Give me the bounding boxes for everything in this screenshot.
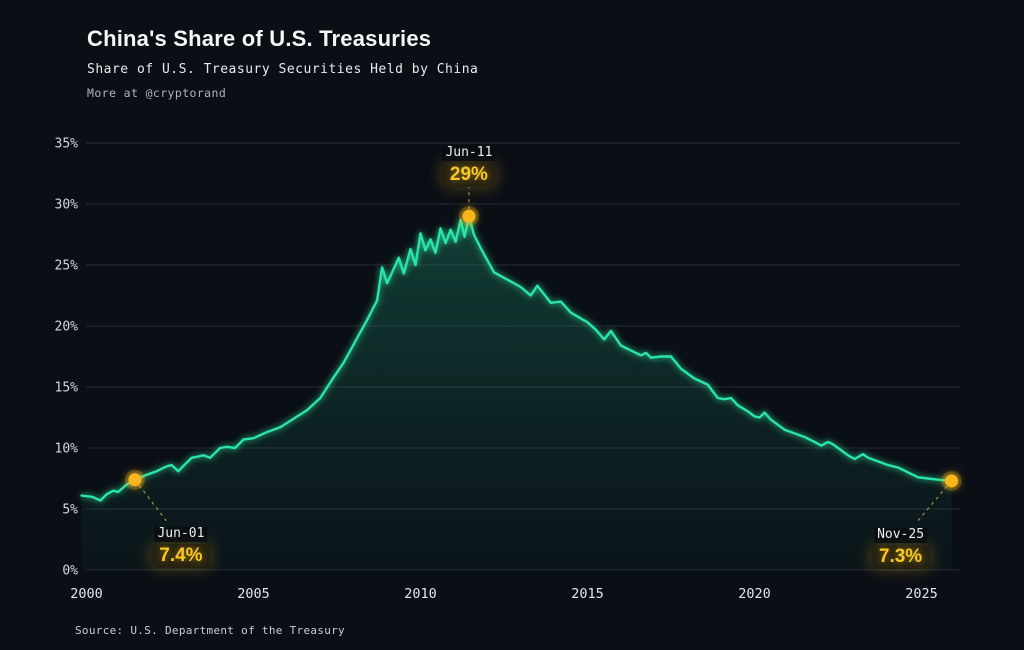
annotation-dot <box>945 474 959 488</box>
y-tick-label: 20% <box>55 320 79 335</box>
y-tick-label: 15% <box>55 381 79 396</box>
y-tick-label: 5% <box>62 503 78 518</box>
x-tick-label: 2020 <box>738 586 771 602</box>
chart-subtitle: Share of U.S. Treasury Securities Held b… <box>87 62 479 77</box>
trend-line <box>80 214 953 502</box>
area-fill <box>81 216 952 570</box>
chart-title: China's Share of U.S. Treasuries <box>87 26 432 51</box>
source-note: Source: U.S. Department of the Treasury <box>75 624 345 637</box>
annotation-connector <box>134 479 167 522</box>
annotation-connector <box>916 480 953 523</box>
x-tick-label: 2005 <box>237 586 270 602</box>
y-tick-label: 25% <box>55 259 79 274</box>
annotation-dot <box>462 209 476 223</box>
annotation-dot <box>128 473 142 487</box>
y-tick-label: 0% <box>62 564 78 579</box>
y-tick-label: 30% <box>55 198 79 213</box>
chart-header: China's Share of U.S. Treasuries Share o… <box>87 26 478 100</box>
x-tick-label: 2025 <box>905 586 938 602</box>
y-tick-label: 10% <box>55 442 79 457</box>
chart-credit: More at @cryptorand <box>87 86 227 100</box>
x-tick-label: 2000 <box>70 586 103 602</box>
x-tick-label: 2010 <box>404 586 437 602</box>
y-tick-label: 35% <box>55 137 79 152</box>
x-tick-label: 2015 <box>571 586 604 602</box>
